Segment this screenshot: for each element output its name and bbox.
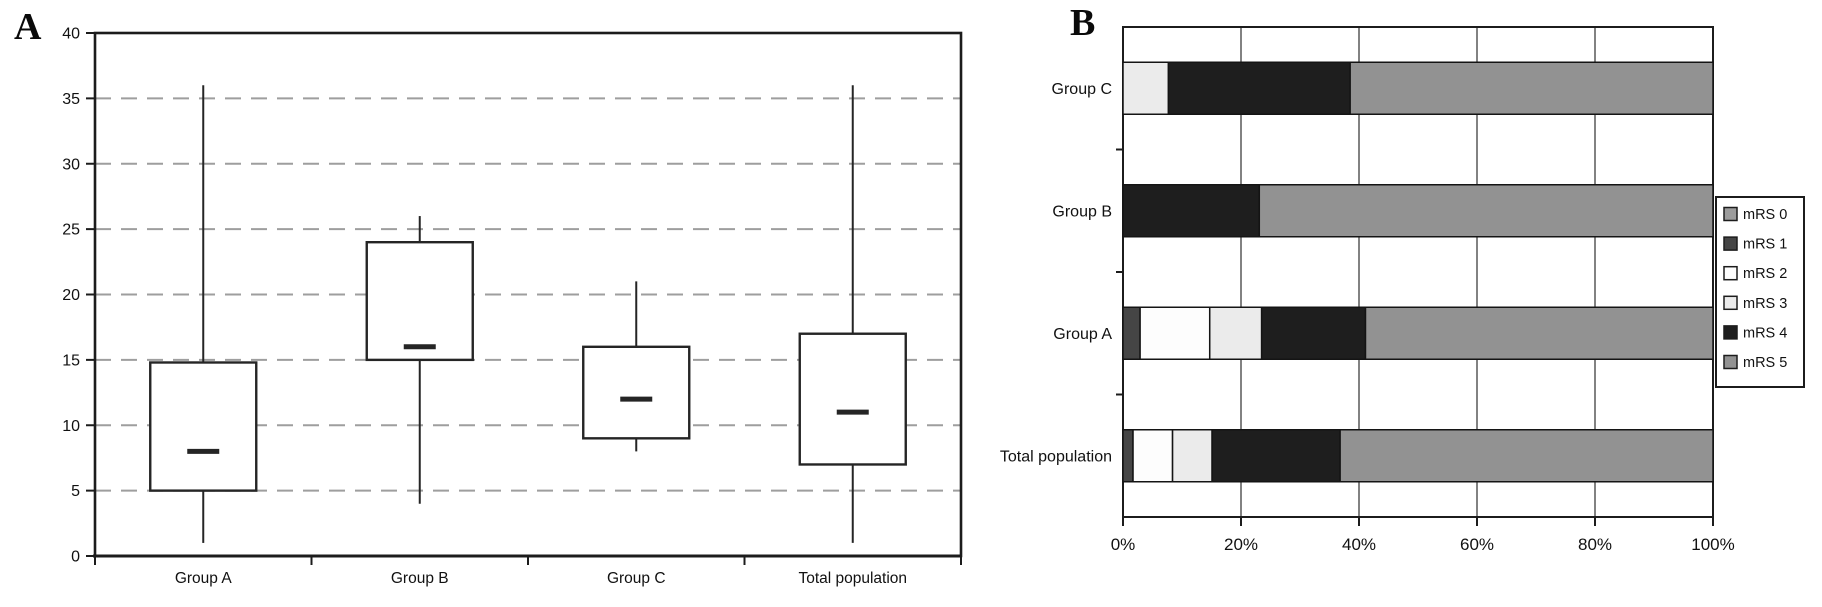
bar-segment-mrs-3 — [1122, 61, 1170, 115]
x-axis-tick-label: 80% — [1578, 535, 1612, 554]
legend-label: mRS 2 — [1743, 266, 1787, 282]
y-axis-tick-label: 10 — [62, 418, 80, 435]
category-label: Total population — [1000, 448, 1112, 465]
legend-label: mRS 0 — [1743, 207, 1787, 223]
bar-segment-mrs-5 — [1339, 429, 1714, 483]
x-axis-tick-label: 20% — [1224, 535, 1258, 554]
boxplot-group-a — [149, 85, 258, 543]
bar-segment-mrs-4 — [1260, 306, 1367, 360]
x-axis-tick-label: 60% — [1460, 535, 1494, 554]
legend-swatch-mrs-0 — [1723, 206, 1738, 222]
box — [798, 332, 907, 466]
bar-segment-mrs-5 — [1258, 184, 1714, 238]
category-label: Total population — [798, 570, 907, 587]
category-label: Group C — [607, 570, 666, 587]
y-axis-tick-label: 40 — [62, 26, 80, 43]
bar-segment-mrs-2 — [1139, 306, 1211, 360]
category-label: Group B — [1052, 203, 1112, 220]
boxplot-chart: 0 5 10 15 20 25 30 35 40 Group A Group B Group C Tot… — [62, 26, 963, 587]
bar-segment-mrs-3 — [1208, 306, 1263, 360]
x-axis-tick-label: 40% — [1342, 535, 1376, 554]
legend-item: mRS 5 — [1723, 354, 1787, 371]
x-axis-tick-label: 0% — [1111, 535, 1136, 554]
bar-segment-mrs-4 — [1211, 429, 1341, 483]
legend-swatch-mrs-1 — [1723, 236, 1738, 251]
legend-label: mRS 5 — [1743, 355, 1787, 371]
x-axis-tick-label: 100% — [1691, 535, 1734, 554]
bar-segment-mrs-5 — [1349, 61, 1714, 115]
legend-item: mRS 3 — [1723, 295, 1787, 312]
bar-row-group-b — [1122, 184, 1714, 238]
bar-segment-mrs-2 — [1132, 429, 1174, 483]
legend-item: mRS 0 — [1723, 206, 1787, 223]
y-axis-tick-label: 20 — [62, 287, 80, 304]
bar-segment-mrs-1 — [1122, 429, 1134, 483]
boxplot-group-c — [582, 281, 691, 452]
bar-segment-mrs-3 — [1171, 429, 1213, 483]
y-axis-tick-label: 5 — [71, 483, 80, 500]
bar-row-group-a — [1122, 306, 1714, 360]
boxplot-total-population — [798, 85, 907, 543]
box — [149, 361, 258, 492]
legend-swatch-mrs-3 — [1723, 295, 1738, 311]
legend-item: mRS 4 — [1723, 325, 1787, 341]
box — [365, 240, 474, 362]
category-label: Group B — [391, 570, 449, 587]
legend-label: mRS 4 — [1743, 325, 1787, 341]
panel-a-label: A — [14, 6, 42, 48]
legend-swatch-mrs-4 — [1723, 325, 1738, 340]
category-label: Group A — [1053, 326, 1112, 343]
bar-segment-mrs-4 — [1167, 61, 1351, 115]
y-axis-tick-label: 15 — [62, 352, 80, 369]
boxplot-group-b — [365, 216, 474, 504]
legend: mRS 0 mRS 1 mRS 2 mRS 3 mRS 4 mRS 5 — [1715, 196, 1805, 388]
category-label: Group C — [1052, 81, 1112, 98]
legend-label: mRS 1 — [1743, 237, 1787, 253]
box — [582, 345, 691, 440]
legend-label: mRS 3 — [1743, 296, 1787, 312]
y-axis-tick-label: 30 — [62, 156, 80, 173]
bar-row-total-population — [1122, 429, 1714, 483]
legend-swatch-mrs-5 — [1723, 354, 1738, 370]
panel-b-label: B — [1070, 2, 1096, 44]
bar-segment-mrs-4 — [1122, 184, 1261, 238]
legend-item: mRS 1 — [1723, 236, 1787, 253]
stacked-bar-chart: Group C Group B Group A Total population 0% 2… — [1000, 26, 1805, 554]
legend-item: mRS 2 — [1723, 265, 1787, 282]
y-axis-tick-label: 35 — [62, 91, 80, 108]
bar-row-group-c — [1122, 61, 1714, 115]
bar-segment-mrs-1 — [1122, 306, 1141, 360]
legend-swatch-mrs-2 — [1723, 265, 1738, 281]
y-axis-tick-label: 0 — [71, 549, 80, 566]
category-label: Group A — [175, 570, 233, 587]
bar-segment-mrs-5 — [1364, 306, 1714, 360]
y-axis-tick-label: 25 — [62, 222, 80, 239]
